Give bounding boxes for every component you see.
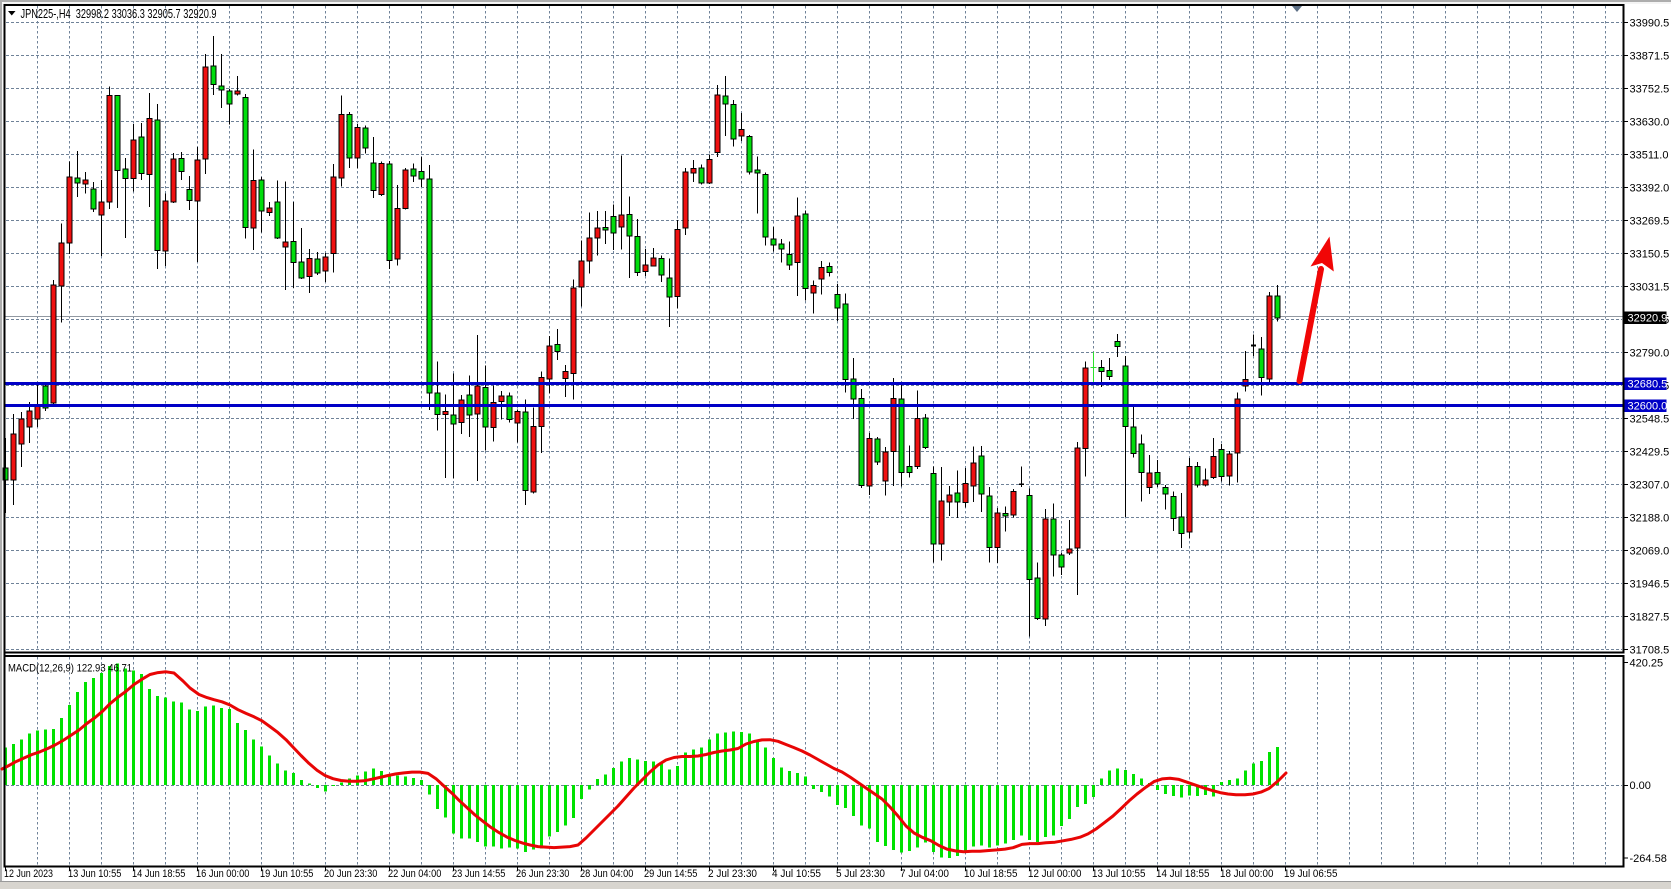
svg-text:32790.0: 32790.0 [1630,348,1670,360]
svg-text:32307.0: 32307.0 [1630,480,1670,492]
svg-text:32069.0: 32069.0 [1630,546,1670,558]
svg-text:JPN225-,H4 32998.2 33036.3 32: JPN225-,H4 32998.2 33036.3 32905.7 32920… [21,7,217,21]
svg-text:20 Jun 23:30: 20 Jun 23:30 [324,868,377,880]
svg-text:33269.5: 33269.5 [1630,216,1670,228]
svg-text:13 Jul 10:55: 13 Jul 10:55 [1092,868,1145,880]
svg-text:0.00: 0.00 [1630,780,1651,792]
svg-text:32188.0: 32188.0 [1630,513,1670,525]
svg-text:19 Jun 10:55: 19 Jun 10:55 [260,868,313,880]
svg-text:MACD(12,26,9) 122.93 46.71: MACD(12,26,9) 122.93 46.71 [8,663,132,675]
svg-text:32680.5: 32680.5 [1628,379,1668,391]
svg-text:12 Jun 2023: 12 Jun 2023 [4,868,53,880]
svg-text:18 Jul 00:00: 18 Jul 00:00 [1220,868,1273,880]
svg-text:16 Jun 00:00: 16 Jun 00:00 [196,868,249,880]
svg-text:31708.5: 31708.5 [1630,645,1670,657]
svg-text:32429.5: 32429.5 [1630,447,1670,459]
svg-text:33871.5: 33871.5 [1630,51,1670,63]
svg-text:31827.5: 31827.5 [1630,612,1670,624]
svg-text:420.25: 420.25 [1630,658,1664,670]
svg-text:26 Jun 23:30: 26 Jun 23:30 [516,868,569,880]
svg-text:33150.5: 33150.5 [1630,249,1670,261]
svg-text:33752.5: 33752.5 [1630,84,1670,96]
svg-text:33031.5: 33031.5 [1630,282,1670,294]
svg-text:13 Jun 10:55: 13 Jun 10:55 [68,868,121,880]
svg-text:29 Jun 14:55: 29 Jun 14:55 [644,868,697,880]
svg-text:23 Jun 14:55: 23 Jun 14:55 [452,868,505,880]
svg-text:32920.9: 32920.9 [1628,313,1668,325]
svg-text:-264.58: -264.58 [1630,853,1667,865]
svg-text:4 Jul 10:55: 4 Jul 10:55 [772,868,821,880]
svg-text:7 Jul 04:00: 7 Jul 04:00 [900,868,949,880]
svg-text:33392.0: 33392.0 [1630,183,1670,195]
svg-text:32548.5: 32548.5 [1630,414,1670,426]
svg-text:14 Jun 18:55: 14 Jun 18:55 [132,868,185,880]
svg-text:32600.0: 32600.0 [1628,401,1668,413]
svg-text:33990.5: 33990.5 [1630,18,1670,30]
svg-text:10 Jul 18:55: 10 Jul 18:55 [964,868,1017,880]
svg-text:33511.0: 33511.0 [1630,150,1669,162]
svg-text:5 Jul 23:30: 5 Jul 23:30 [836,868,885,880]
svg-text:22 Jun 04:00: 22 Jun 04:00 [388,868,441,880]
svg-text:28 Jun 04:00: 28 Jun 04:00 [580,868,633,880]
svg-text:19 Jul 06:55: 19 Jul 06:55 [1284,868,1337,880]
svg-text:12 Jul 00:00: 12 Jul 00:00 [1028,868,1081,880]
svg-text:14 Jul 18:55: 14 Jul 18:55 [1156,868,1209,880]
svg-text:31946.5: 31946.5 [1630,579,1670,591]
svg-text:2 Jul 23:30: 2 Jul 23:30 [708,868,757,880]
svg-text:33630.0: 33630.0 [1630,117,1670,129]
